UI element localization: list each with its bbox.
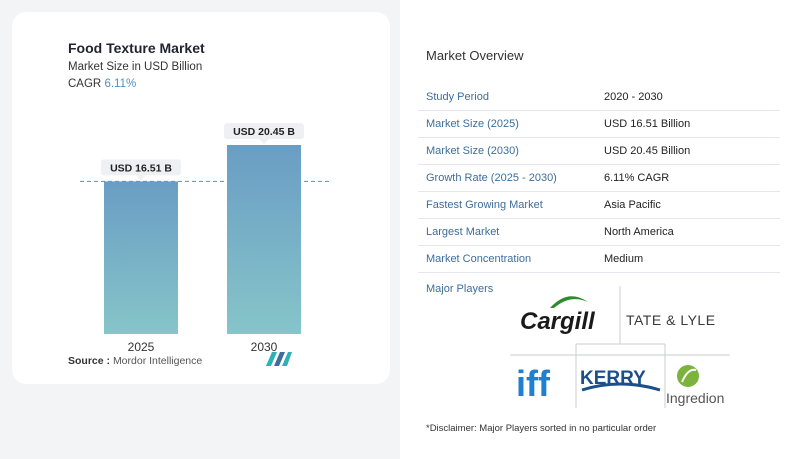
cargill-logo-icon: Cargill [520, 296, 596, 335]
overview-row-key: Fastest Growing Market [418, 191, 596, 219]
data-label-bg [101, 159, 181, 176]
bar-2025 [104, 181, 178, 334]
overview-row-key: Market Size (2025) [418, 110, 596, 138]
data-label-pointer [259, 139, 269, 144]
source-text: Mordor Intelligence [112, 355, 203, 367]
data-label: USD 16.51 B [110, 162, 172, 174]
overview-row: Fastest Growing Market Asia Pacific [418, 191, 780, 219]
overview-row: Market Size (2025) USD 16.51 Billion [418, 110, 780, 138]
x-tick-label: 2025 [128, 340, 155, 354]
overview-row-key: Market Size (2030) [418, 137, 596, 165]
x-tick-label: 2030 [251, 340, 278, 354]
overview-row-value: 2020 - 2030 [596, 84, 780, 111]
major-players-logos: Cargill TATE & LYLE iff KERRY Ingredion [510, 286, 730, 408]
data-label-pointer [136, 175, 146, 181]
overview-row: Study Period 2020 - 2030 [418, 84, 780, 111]
overview-row-value: USD 16.51 Billion [596, 110, 780, 138]
overview-row-value: Medium [596, 245, 780, 273]
source-label: Source : [68, 355, 111, 367]
tate-lyle-logo-icon: TATE & LYLE [626, 312, 716, 328]
overview-row: Growth Rate (2025 - 2030) 6.11% CAGR [418, 164, 780, 192]
overview-row-value: North America [596, 218, 780, 246]
source-line: Source : Mordor Intelligence [68, 355, 202, 367]
cagr-value: 6.11% [104, 78, 137, 90]
overview-row-value: Asia Pacific [596, 191, 780, 219]
bar-2030 [227, 145, 301, 334]
overview-row-value: USD 20.45 Billion [596, 137, 780, 165]
overview-row: Market Concentration Medium [418, 245, 780, 273]
overview-table: Study Period 2020 - 2030 Market Size (2025… [418, 84, 780, 273]
overview-title: Market Overview [426, 48, 524, 63]
tate-lyle-logo-text: TATE & LYLE [626, 312, 716, 328]
overview-row: Market Size (2030) USD 20.45 Billion [418, 137, 780, 165]
major-players-label: Major Players [426, 283, 494, 295]
market-overview-panel: Market Overview Study Period 2020 - 2030 M… [400, 0, 800, 459]
overview-row: Largest Market North America [418, 218, 780, 246]
chart-title: Food Texture Market [68, 40, 205, 56]
cargill-logo-text: Cargill [520, 308, 596, 335]
overview-row-key: Market Concentration [418, 245, 596, 273]
kerry-logo-icon: KERRY [580, 368, 661, 392]
cagr-line: CAGR 6.11% [68, 78, 136, 90]
ingredion-logo-text: Ingredion [666, 390, 724, 406]
cagr-label: CAGR [68, 78, 102, 90]
iff-logo-icon: iff [516, 363, 551, 404]
data-label-bg [224, 123, 304, 139]
ingredion-logo-icon: Ingredion [666, 365, 724, 406]
overview-row-value: 6.11% CAGR [596, 164, 780, 192]
overview-row-key: Largest Market [418, 218, 596, 246]
overview-row-key: Growth Rate (2025 - 2030) [418, 164, 596, 192]
overview-row-key: Study Period [418, 84, 596, 111]
mordor-intelligence-logo-icon [266, 352, 292, 366]
disclaimer-text: *Disclaimer: Major Players sorted in no … [426, 423, 657, 434]
bar-chart: USD 16.51 B 2025 USD 20.45 B 2030 [80, 123, 330, 354]
chart-subtitle: Market Size in USD Billion [68, 61, 203, 73]
iff-logo-text: iff [516, 363, 551, 404]
data-label: USD 20.45 B [233, 126, 295, 138]
market-size-card [12, 12, 390, 384]
